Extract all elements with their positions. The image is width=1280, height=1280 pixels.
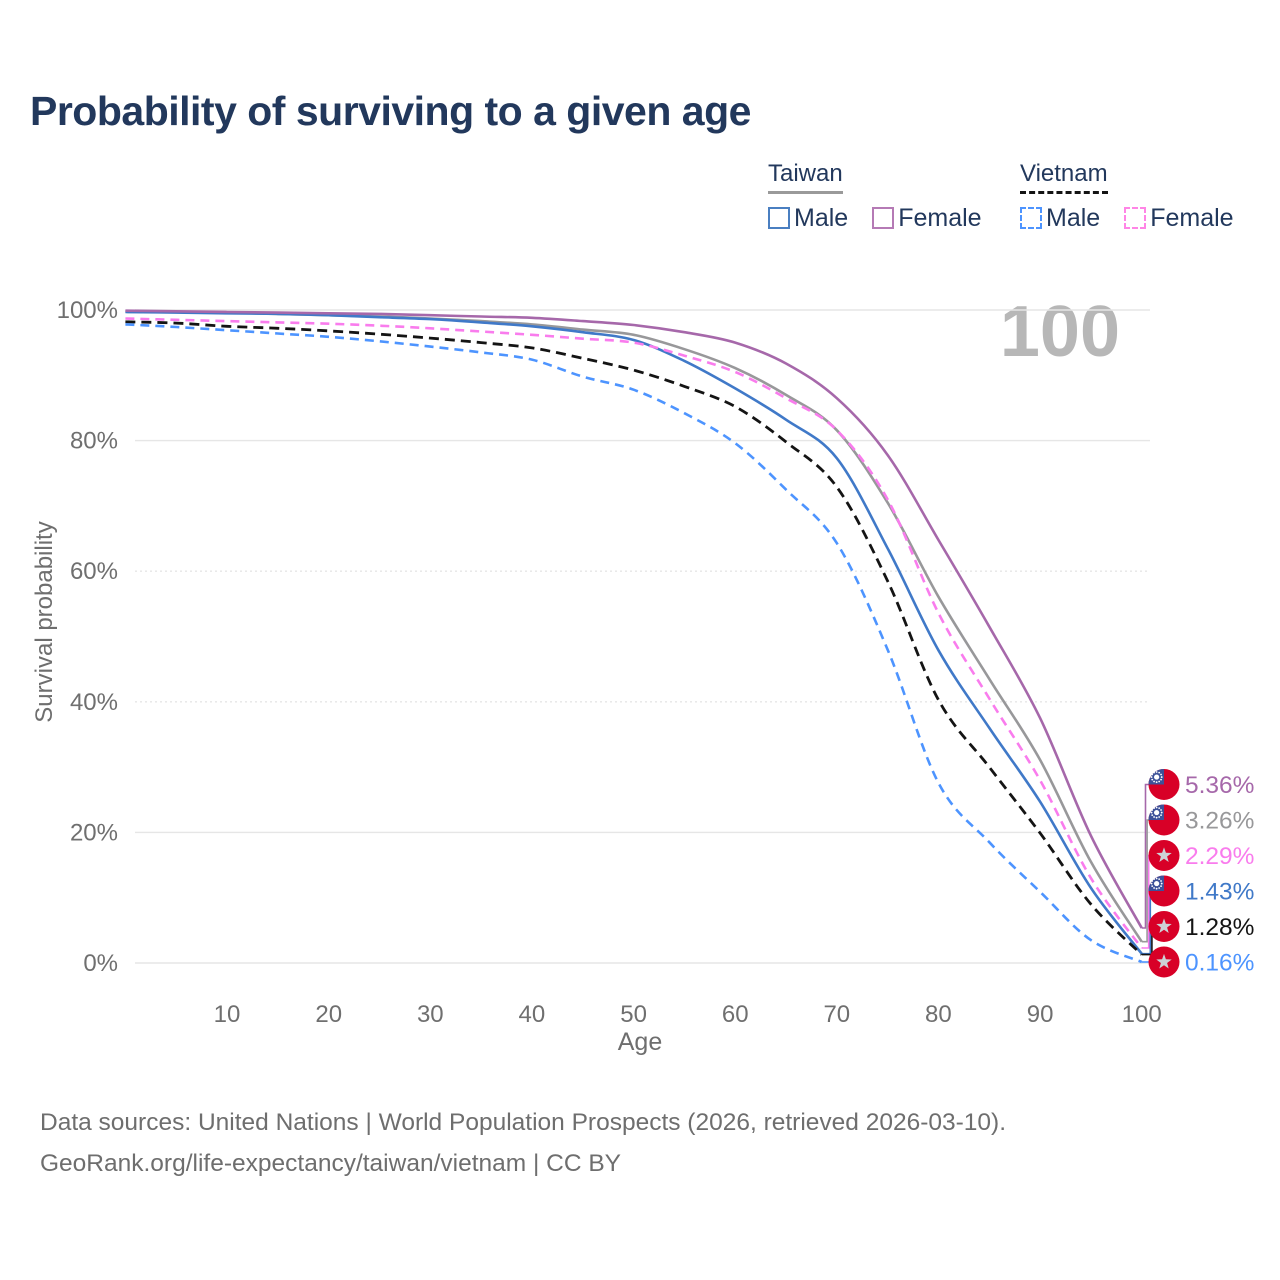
legend-country-vietnam: Vietnam bbox=[1020, 160, 1108, 194]
data-sources-line: Data sources: United Nations | World Pop… bbox=[40, 1109, 1007, 1136]
end-value-label-vietnam-both-sexes: 1.28% bbox=[1185, 914, 1254, 941]
x-tick-label: 70 bbox=[823, 1001, 850, 1028]
source-url-line: GeoRank.org/life-expectancy/taiwan/vietn… bbox=[40, 1150, 622, 1177]
end-value-label-taiwan-female: 5.36% bbox=[1185, 772, 1254, 799]
legend-item-taiwan-female[interactable]: Female bbox=[872, 204, 982, 232]
x-tick-label: 10 bbox=[214, 1001, 241, 1028]
x-tick-label: 60 bbox=[722, 1001, 749, 1028]
taiwan-flag-icon bbox=[1148, 768, 1180, 800]
legend-item-label: Female bbox=[898, 204, 982, 232]
end-value-label-taiwan-both-sexes: 3.26% bbox=[1185, 807, 1254, 834]
legend-item-vietnam-male[interactable]: Male bbox=[1020, 204, 1100, 232]
legend-item-taiwan-male[interactable]: Male bbox=[768, 204, 848, 232]
age-watermark: 100 bbox=[999, 292, 1120, 372]
y-tick-label: 0% bbox=[83, 950, 118, 977]
end-value-label-taiwan-male: 1.43% bbox=[1185, 878, 1254, 905]
vietnam-flag-icon bbox=[1148, 839, 1180, 871]
x-tick-label: 100 bbox=[1122, 1001, 1162, 1028]
vietnam-flag-icon bbox=[1148, 946, 1180, 978]
legend-group-vietnam: Vietnam Male Female bbox=[1020, 160, 1258, 232]
x-tick-label: 90 bbox=[1027, 1001, 1054, 1028]
taiwan-flag-icon bbox=[1148, 804, 1180, 836]
legend-group-taiwan: Taiwan Male Female bbox=[768, 160, 1006, 232]
footer-attribution: Data sources: United Nations | World Pop… bbox=[40, 1102, 1006, 1184]
x-tick-label: 30 bbox=[417, 1001, 444, 1028]
y-tick-label: 80% bbox=[70, 428, 118, 455]
end-value-label-vietnam-male: 0.16% bbox=[1185, 949, 1254, 976]
x-tick-label: 40 bbox=[519, 1001, 546, 1028]
checkbox-icon bbox=[872, 207, 895, 229]
checkbox-icon bbox=[1124, 207, 1147, 229]
checkbox-icon bbox=[1020, 207, 1042, 229]
x-tick-label: 20 bbox=[315, 1001, 342, 1028]
chart-title: Probability of surviving to a given age bbox=[30, 88, 751, 134]
legend-item-label: Male bbox=[1046, 204, 1101, 232]
legend-item-label: Female bbox=[1150, 204, 1234, 232]
curve-taiwan-female bbox=[125, 309, 1143, 929]
y-tick-label: 40% bbox=[70, 689, 118, 716]
curve-vietnam-female bbox=[125, 317, 1143, 949]
y-tick-label: 100% bbox=[57, 297, 118, 324]
y-tick-label: 20% bbox=[70, 819, 118, 846]
legend-item-label: Male bbox=[794, 204, 849, 232]
end-value-label-vietnam-female: 2.29% bbox=[1185, 843, 1254, 870]
x-axis-title: Age bbox=[617, 1028, 663, 1056]
x-tick-label: 50 bbox=[620, 1001, 647, 1028]
legend-country-taiwan: Taiwan bbox=[768, 160, 843, 194]
curve-vietnam-male bbox=[125, 323, 1143, 964]
curve-taiwan-male bbox=[125, 310, 1143, 955]
curve-vietnam-both-sexes bbox=[125, 320, 1143, 956]
x-tick-label: 80 bbox=[925, 1001, 952, 1028]
y-tick-label: 60% bbox=[70, 558, 118, 585]
vietnam-flag-icon bbox=[1148, 910, 1180, 942]
checkbox-icon bbox=[768, 207, 790, 229]
taiwan-flag-icon bbox=[1148, 875, 1180, 907]
legend-item-vietnam-female[interactable]: Female bbox=[1124, 204, 1234, 232]
